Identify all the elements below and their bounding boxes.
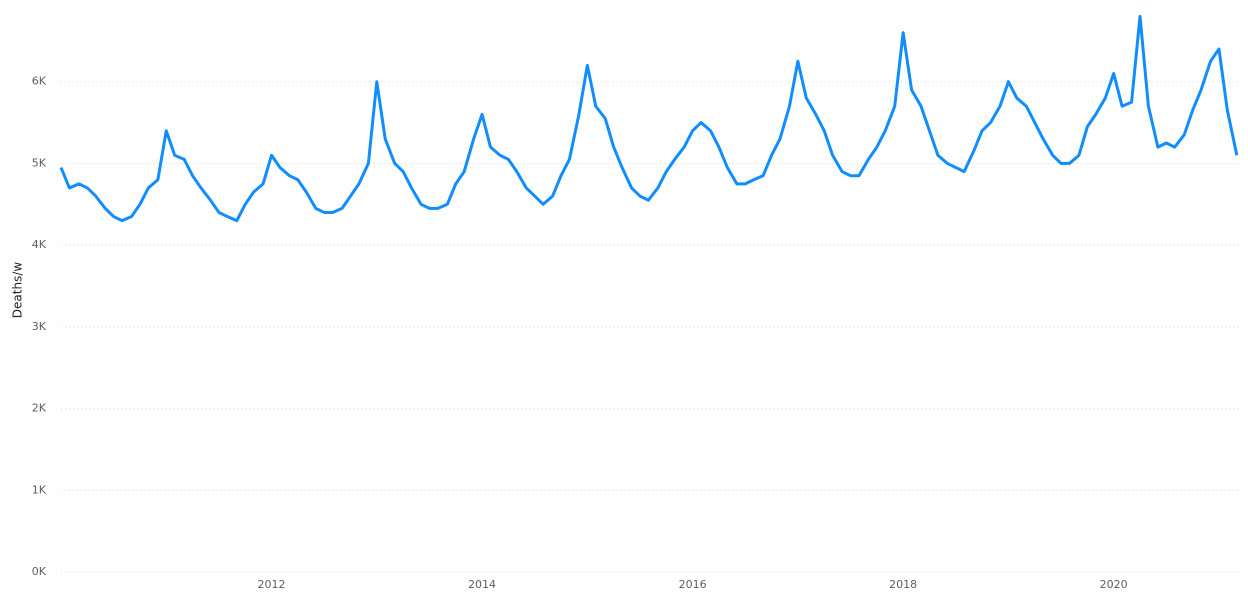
x-tick-label: 2020 [1100,578,1128,591]
y-tick-label: 0K [32,565,47,578]
y-tick-label: 1K [32,483,47,496]
y-tick-label: 5K [32,156,47,169]
x-tick-label: 2018 [889,578,917,591]
x-tick-label: 2016 [679,578,707,591]
x-tick-label: 2014 [468,578,496,591]
y-tick-label: 3K [32,320,47,333]
y-tick-label: 2K [32,402,47,415]
x-tick-label: 2012 [258,578,286,591]
y-tick-label: 4K [32,238,47,251]
y-tick-label: 6K [32,75,47,88]
line [59,14,1239,223]
y-axis-label: Deaths/w [11,262,25,319]
